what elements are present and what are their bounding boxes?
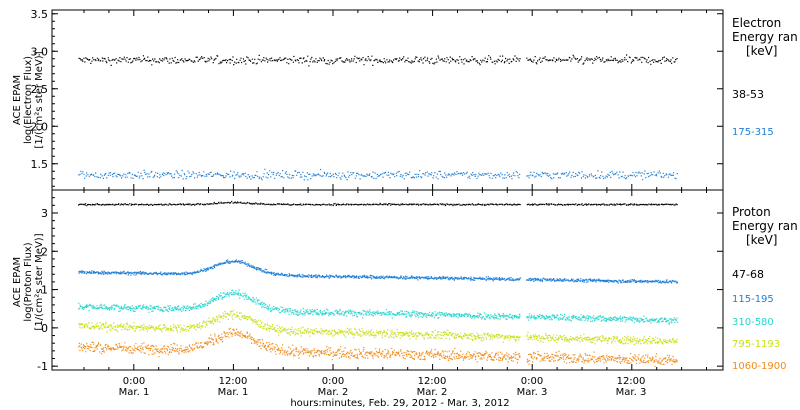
proton-frame — [51, 189, 724, 371]
x-axis-title: hours:minutes, Feb. 29, 2012 - Mar. 3, 2… — [290, 398, 509, 409]
x-tick-date-2: Mar. 1 — [218, 387, 249, 398]
x-axis: 0:00 Mar. 1 12:00 Mar. 1 0:00 Mar. 2 12:… — [119, 376, 647, 409]
x-tick-date-1: Mar. 1 — [119, 387, 150, 398]
electron-series-2 — [78, 168, 678, 181]
x-tick-date-6: Mar. 3 — [616, 387, 647, 398]
proton-legend: Proton Energy ran [keV] 47-68 115-195 31… — [732, 205, 798, 372]
proton-panel: ACE EPAM log(Proton Flux) [1/(cm²s ster … — [12, 190, 798, 373]
electron-legend-title-1: Electron — [732, 16, 781, 30]
electron-legend: Electron Energy ran [keV] 38-53 175-315 — [732, 16, 798, 138]
x-tick-date-5: Mar. 3 — [517, 387, 548, 398]
electron-ytick-label: 2.5 — [31, 83, 49, 96]
proton-legend-series-3: 310-580 — [732, 317, 774, 328]
electron-legend-title-3: [keV] — [746, 44, 777, 58]
electron-ytick-label: 2.0 — [31, 120, 49, 133]
x-tick-label-6: 12:00 — [617, 376, 646, 387]
proton-legend-series-1: 47-68 — [732, 268, 764, 281]
electron-ylabel-line3: [1/(cm²s ster MeV)] — [34, 51, 45, 148]
proton-ytick-label: 1 — [41, 284, 48, 297]
electron-ylabel: ACE EPAM log(Electron Flux) [1/(cm²s ste… — [12, 51, 45, 148]
electron-legend-series-1: 38-53 — [732, 88, 764, 101]
proton-legend-title-2: Energy ran — [732, 219, 798, 233]
proton-points — [78, 200, 678, 367]
x-tick-date-4: Mar. 2 — [417, 387, 448, 398]
proton-ytick-label: 0 — [41, 322, 48, 335]
electron-frame — [51, 9, 724, 191]
proton-ylabel: ACE EPAM log(Proton Flux) [1/(cm²s ster … — [12, 233, 45, 330]
proton-ylabel-line2: log(Proton Flux) — [23, 242, 34, 321]
proton-ylabel-line3: [1/(cm²s ster MeV)] — [34, 233, 45, 330]
proton-ylabel-line1: ACE EPAM — [12, 257, 23, 307]
electron-ylabel-line2: log(Electron Flux) — [23, 56, 34, 144]
electron-grid: 1.5 2.0 2.5 3.0 3.5 — [31, 8, 723, 190]
x-tick-label-2: 12:00 — [219, 376, 248, 387]
proton-series-4 — [78, 309, 678, 346]
x-tick-label-5: 0:00 — [521, 376, 543, 387]
proton-ytick-label: -1 — [37, 360, 48, 373]
proton-ytick-label: 3 — [41, 207, 48, 220]
electron-ytick-label: 3.5 — [31, 8, 49, 21]
electron-points — [78, 54, 678, 181]
x-tick-label-4: 12:00 — [418, 376, 447, 387]
proton-series-2 — [78, 259, 678, 284]
proton-legend-series-2: 115-195 — [732, 294, 774, 305]
x-tick-label-1: 0:00 — [123, 376, 145, 387]
proton-legend-series-5: 1060-1900 — [732, 361, 787, 372]
proton-legend-title-3: [keV] — [746, 233, 777, 247]
proton-series-3 — [78, 289, 678, 325]
electron-series-1 — [78, 54, 678, 67]
proton-series-1 — [78, 200, 678, 207]
electron-ylabel-line1: ACE EPAM — [12, 75, 23, 125]
x-tick-date-3: Mar. 2 — [318, 387, 349, 398]
electron-legend-title-2: Energy ran — [732, 30, 798, 44]
proton-legend-title-1: Proton — [732, 205, 771, 219]
electron-panel: ACE EPAM log(Electron Flux) [1/(cm²s ste… — [12, 8, 798, 190]
electron-ytick-label: 3.0 — [31, 45, 49, 58]
electron-legend-series-2: 175-315 — [732, 127, 774, 138]
x-tick-label-3: 0:00 — [322, 376, 344, 387]
proton-series-5 — [78, 327, 678, 367]
proton-legend-series-4: 795-1193 — [732, 339, 780, 350]
electron-ytick-label: 1.5 — [31, 158, 49, 171]
proton-ytick-label: 2 — [41, 245, 48, 258]
